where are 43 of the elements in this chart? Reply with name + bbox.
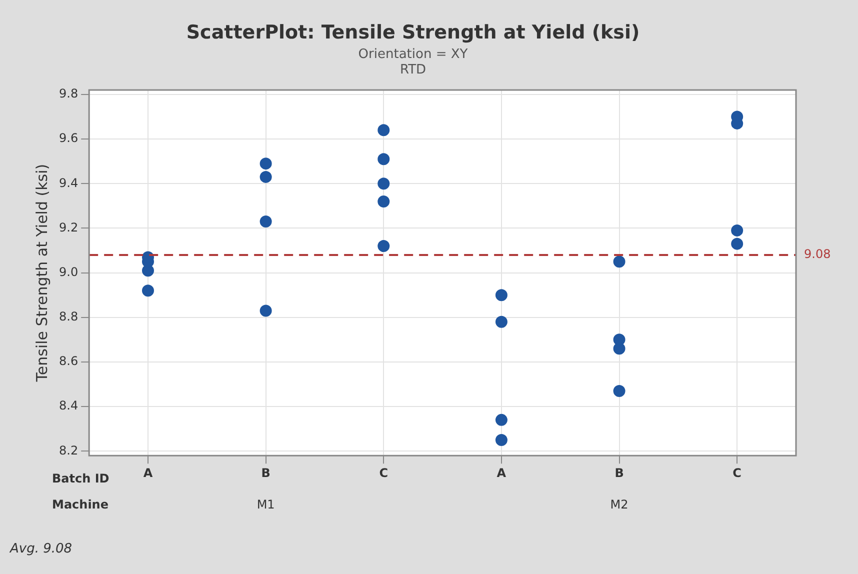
x-tick-label: B — [614, 466, 624, 480]
text: Machine — [52, 498, 108, 512]
point — [613, 256, 626, 268]
point — [142, 284, 154, 297]
ref-line-label: 9.08 — [804, 247, 831, 262]
point — [731, 238, 744, 250]
point — [731, 224, 744, 236]
point — [613, 384, 626, 397]
text: M2 — [610, 498, 628, 512]
y-tick-label: 8.8 — [58, 310, 78, 324]
point — [613, 334, 626, 346]
chart-title: ScatterPlot: Tensile Strength at Yield (ksi) — [186, 21, 640, 44]
point — [260, 304, 272, 317]
point — [378, 178, 390, 190]
x-tick-label: B — [261, 466, 270, 480]
point — [495, 289, 508, 302]
y-tick-label: 9.4 — [58, 176, 78, 190]
point — [260, 158, 272, 170]
chart-subtitle: Orientation = XY RTD — [358, 46, 468, 78]
text: Avg. 9.08 — [9, 541, 72, 556]
x-tick-label: C — [379, 466, 388, 480]
y-tick-label: 9.6 — [58, 131, 78, 146]
point — [378, 153, 390, 166]
point — [495, 316, 508, 328]
text: M1 — [256, 498, 275, 512]
text: Batch ID — [52, 472, 110, 486]
y-tick-label: 8.6 — [58, 354, 78, 368]
point — [495, 434, 508, 446]
y-tick-label: 9.2 — [58, 220, 78, 234]
point — [495, 414, 508, 426]
x-tick-label: A — [143, 466, 154, 480]
y-tick-label: 8.4 — [58, 398, 78, 413]
y-tick-label: 9.0 — [58, 264, 78, 279]
point — [378, 240, 390, 252]
point — [260, 216, 272, 228]
y-axis-title: Tensile Strength at Yield (ksi) — [32, 164, 51, 383]
x-tick-label: A — [496, 466, 507, 480]
point — [260, 170, 272, 183]
x-tick-label: C — [732, 466, 742, 480]
point — [378, 195, 390, 208]
y-tick-label: 9.8 — [58, 86, 78, 101]
point — [378, 124, 390, 136]
y-tick-label: 8.2 — [58, 443, 78, 458]
